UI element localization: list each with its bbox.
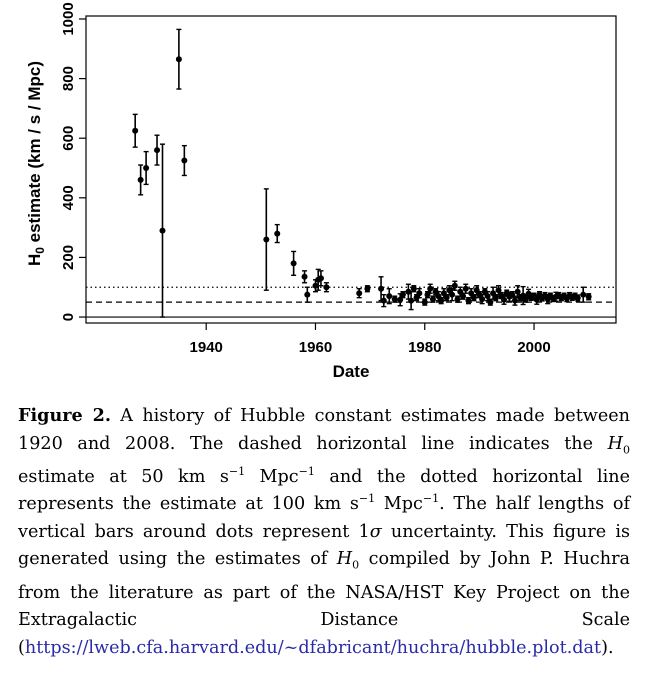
x-tick-label: 2000 [517,339,550,356]
data-point [500,296,507,303]
data-point [181,157,188,164]
data-point [465,297,472,304]
figure-label: Figure 2. [18,405,111,426]
data-point [481,288,488,295]
exponent-3: −1 [358,492,376,506]
data-point [137,176,144,183]
data-point [413,294,420,301]
data-point [301,273,308,280]
data-point [175,56,182,63]
data-point [432,288,439,295]
y-axis-label-rest: estimate (km / s / Mpc) [25,61,44,247]
data-point [312,282,319,289]
data-source-link[interactable]: https://lweb.cfa.harvard.edu/~dfabricant… [24,637,602,658]
data-point [323,284,330,291]
data-point [317,275,324,282]
data-point [416,290,423,297]
data-point [399,291,406,298]
h0-subscript-2: 0 [352,559,360,572]
data-point [476,291,483,298]
data-point [154,147,161,154]
data-point [263,236,270,243]
x-tick-label: 1940 [190,339,223,356]
y-tick-label: 200 [60,245,77,270]
y-axis-label-sub: 0 [33,247,47,254]
y-axis-label: H0 estimate (km / s / Mpc) [25,61,47,266]
caption-text-8: compiled by John P. Huchra from the lite… [18,549,631,658]
caption-text-1: A history of Hubble constant estimates m… [18,406,631,454]
plot-frame [85,15,617,324]
data-point [356,290,363,297]
figure-caption: Figure 2. A history of Hubble constant e… [18,402,630,662]
data-point [460,293,467,300]
data-point [143,165,150,172]
data-point [159,227,166,234]
caption-text-3: Mpc [245,466,299,487]
data-point [479,296,486,303]
x-tick-label: 1980 [408,339,441,356]
y-tick-label: 600 [60,126,77,151]
data-point [429,296,436,303]
y-tick-label: 800 [60,66,77,91]
y-axis-label-main: H [25,254,44,266]
caption-text-7: uncertainty. This figure is generated us… [18,521,630,570]
data-point [511,297,518,304]
caption-text-6: . The half lengths of vertical bars arou… [18,494,630,542]
h0-symbol: H [607,433,623,454]
data-point [451,282,458,289]
h0-subscript: 0 [623,443,630,457]
data-point [274,230,281,237]
data-point [484,293,491,300]
data-point [380,297,387,304]
caption-text-9: ). [601,637,614,658]
x-axis-label: Date [333,362,370,381]
data-point [410,285,417,292]
data-point [290,260,297,267]
data-point [386,293,393,300]
data-point [427,285,434,292]
y-tick-label: 0 [60,313,77,321]
exponent-1: −1 [228,464,246,478]
data-point [405,288,412,295]
caption-text-2: estimate at 50 km s [18,466,229,487]
data-point [580,291,587,298]
caption-text-4: and the dotted horizontal line represent… [18,466,630,515]
data-point [585,293,592,300]
y-tick-label: 1000 [60,2,77,35]
data-point [492,294,499,301]
caption-text-5: Mpc [375,494,423,515]
plot-area [85,15,617,324]
h0-symbol-2: H [336,549,353,570]
data-point [495,287,502,294]
exponent-2: −1 [298,464,315,478]
data-point [438,297,445,304]
data-point [408,297,415,304]
data-point [487,299,494,306]
data-point [364,285,371,292]
data-point [454,296,461,303]
data-point [470,294,477,301]
data-point [462,285,469,292]
data-point [132,127,139,134]
sigma-symbol: σ [369,521,382,542]
data-point [449,291,456,298]
x-tick-label: 1960 [299,339,332,356]
data-point [574,294,581,301]
exponent-4: −1 [422,492,440,506]
data-point [443,294,450,301]
data-points [132,28,592,318]
y-tick-label: 400 [60,185,77,210]
data-point [378,285,385,292]
y-axis: 0 200 400 600 800 1000 [60,2,86,321]
data-point [421,299,428,306]
x-axis: 1940 1960 1980 2000 [190,323,551,356]
data-point [514,288,521,295]
data-point [391,296,398,303]
data-point [304,291,311,298]
